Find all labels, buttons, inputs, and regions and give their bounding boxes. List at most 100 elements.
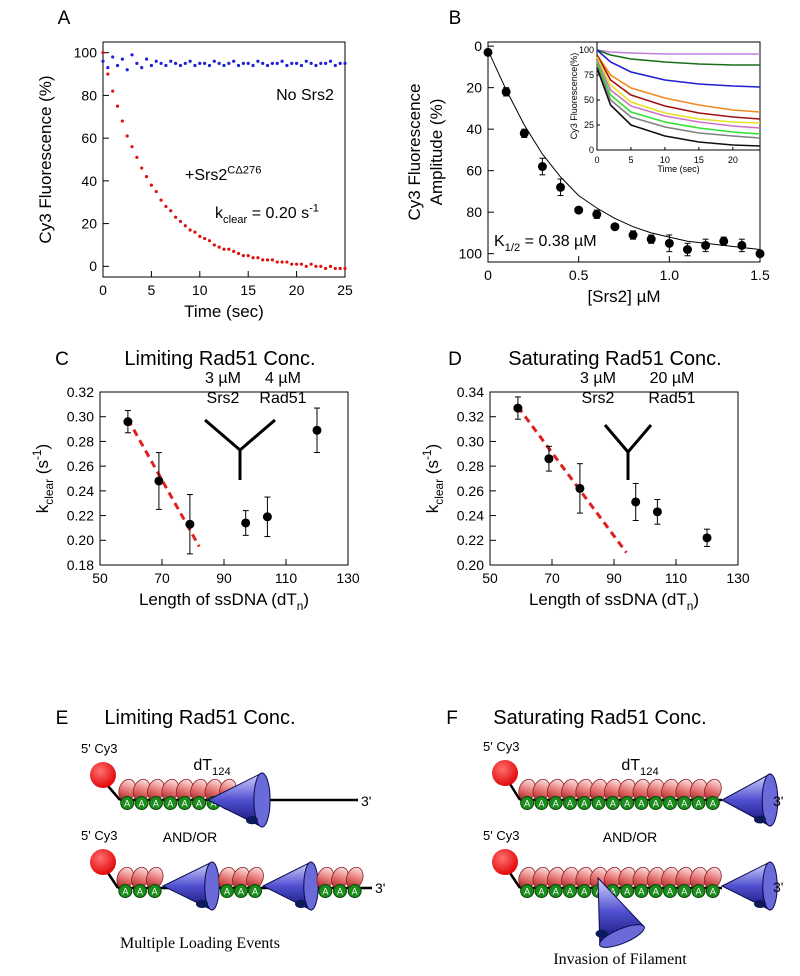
text-part: -1 [420, 449, 434, 460]
y-tick-label: 40 [81, 173, 97, 189]
point [682, 245, 692, 255]
point [106, 72, 110, 76]
connector-label: AND/OR [603, 829, 657, 845]
point [169, 59, 173, 63]
annotation: No Srs2 [276, 87, 334, 104]
y-tick-label: 0.18 [67, 557, 94, 573]
panel-letter: D [448, 349, 462, 370]
y-tick-label: 0 [474, 38, 482, 54]
y-tick-label: 100 [579, 45, 594, 55]
atp-bead [677, 796, 692, 810]
point [169, 209, 173, 213]
point [309, 61, 313, 65]
text-part: clear [432, 479, 446, 505]
x-tick-label: 130 [336, 570, 360, 586]
point [702, 533, 712, 543]
srs2-domain [754, 815, 766, 824]
x-tick-label: 10 [192, 282, 208, 298]
text-part: (s [33, 460, 52, 479]
text-part: = 0.38 µM [520, 233, 596, 250]
point [135, 61, 139, 65]
point [227, 61, 231, 65]
point [290, 61, 294, 65]
point [295, 262, 299, 266]
point [343, 61, 347, 65]
cy3-dye [90, 762, 116, 788]
y-tick-label: 80 [81, 87, 97, 103]
srs2-domain [754, 900, 766, 908]
atp-label: A [139, 799, 145, 809]
atp-label: A [553, 887, 559, 897]
x-tick-label: 0.5 [569, 267, 589, 283]
point [328, 264, 333, 268]
atp-bead [577, 884, 592, 898]
point [261, 61, 265, 65]
atp-label: A [167, 799, 173, 809]
dye-label: 5' Cy3 [81, 828, 117, 843]
point [130, 145, 134, 149]
caption: Invasion of Filament [553, 951, 687, 968]
point [115, 63, 120, 68]
atp-label: A [696, 887, 702, 897]
y-tick-label: 80 [466, 204, 482, 220]
panel-title: Limiting Rad51 Conc. [124, 348, 315, 370]
text-part: dT [621, 757, 640, 774]
point [227, 247, 231, 251]
atp-bead [563, 884, 577, 898]
atp-label: A [196, 799, 202, 809]
point [285, 260, 289, 264]
atp-bead [634, 796, 649, 810]
caption: Multiple Loading Events [120, 935, 280, 952]
atp-label: A [567, 799, 573, 809]
point [324, 61, 328, 65]
text-part: +Srs2 [185, 167, 227, 184]
text-part: -1 [309, 203, 319, 215]
x-tick-label: 0 [484, 267, 492, 283]
y-tick-label: 0.20 [67, 532, 94, 548]
point [111, 89, 115, 93]
atp-label: A [610, 799, 616, 809]
text-part: clear [42, 479, 56, 505]
point [719, 236, 729, 246]
point [185, 519, 195, 529]
line [596, 49, 760, 66]
text-part: CΔ276 [227, 165, 261, 177]
atp-bead [705, 884, 720, 898]
cy3-dye [492, 760, 518, 786]
point [328, 59, 333, 63]
cy3-dye [90, 849, 116, 875]
dye-label: 5' Cy3 [483, 739, 519, 754]
x-tick-label: 25 [337, 282, 353, 298]
atp-label: A [681, 799, 687, 809]
atp-label: A [210, 799, 216, 809]
point [338, 266, 342, 271]
point [207, 63, 212, 68]
point [343, 266, 347, 271]
annotation: Rad51 [259, 390, 306, 407]
point [159, 198, 163, 202]
text-part: dT [193, 757, 212, 774]
point [188, 228, 192, 232]
atp-label: A [538, 887, 544, 897]
atp-bead [192, 796, 207, 810]
y-axis-label: Cy3 Fluorescence [405, 83, 424, 220]
atp-label: A [581, 887, 587, 897]
text-part: k [215, 205, 224, 222]
point [628, 230, 638, 240]
point [193, 230, 197, 234]
y-tick-label: 0.22 [67, 507, 94, 523]
point [299, 262, 304, 266]
text-part: k [33, 504, 52, 513]
x-axis-label: Time (sec) [657, 164, 699, 174]
y-axis-label: Cy3 Fluorescence(%) [569, 53, 579, 140]
point [265, 63, 270, 68]
y-tick-label: 50 [584, 95, 594, 105]
atp-bead [605, 796, 620, 810]
atp-label: A [681, 887, 687, 897]
annotation: Srs2 [582, 390, 615, 407]
point [737, 240, 747, 250]
point [203, 61, 207, 65]
atp-bead [648, 796, 663, 810]
annotation: kclear = 0.20 s-1 [215, 203, 319, 226]
